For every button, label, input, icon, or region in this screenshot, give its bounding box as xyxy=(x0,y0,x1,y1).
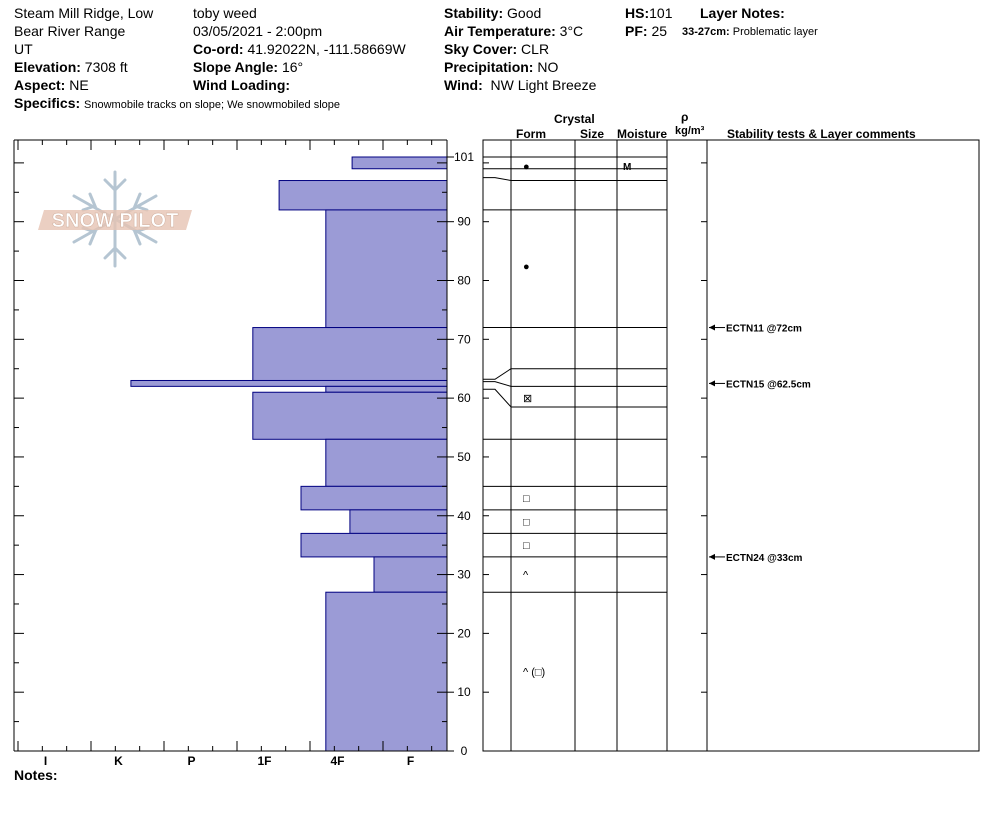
elevation: Elevation: 7308 ft xyxy=(14,59,128,75)
hardness-bar xyxy=(252,391,448,440)
hardness-profile xyxy=(130,156,448,752)
depth-label: 50 xyxy=(457,450,471,464)
observer: toby weed xyxy=(193,5,257,21)
hardness-bar xyxy=(278,180,448,211)
hardness-label: I xyxy=(44,754,47,768)
snow-height: HS:101 xyxy=(625,5,673,21)
crystal-form: □ xyxy=(523,517,530,529)
air-temperature: Air Temperature: 3°C xyxy=(444,23,584,39)
stability-test-label: ECTN11 @72cm xyxy=(726,324,802,335)
penetration-foot: PF: 25 xyxy=(625,23,668,39)
date-time: 03/05/2021 - 2:00pm xyxy=(193,23,323,39)
snowpilot-logo: SNOW PILOT xyxy=(38,170,192,268)
hardness-bar xyxy=(325,438,448,487)
hardness-bar xyxy=(325,209,448,329)
layer-table: ● ● ⊠ □ □ □ ^ ^ (□) M ECTN11 @72cm ECTN15 @62.5cm E… xyxy=(482,139,980,752)
hardness-bar xyxy=(373,556,448,593)
hardness-label: F xyxy=(407,754,414,768)
layer-connector xyxy=(483,177,512,182)
stability-test-label: ECTN24 @33cm xyxy=(726,553,803,564)
hardness-bar xyxy=(325,385,448,393)
col-form: Form xyxy=(516,127,546,141)
crystal-form: □ xyxy=(523,493,530,505)
crystal-form: □ xyxy=(523,540,530,552)
layer-notes-title: Layer Notes: xyxy=(700,5,785,21)
slope-angle: Slope Angle: 16° xyxy=(193,59,304,75)
layer-connector xyxy=(483,381,512,387)
hardness-label: 4F xyxy=(330,754,344,768)
sky-cover: Sky Cover: CLR xyxy=(444,41,550,57)
depth-label: 90 xyxy=(457,215,471,229)
hardness-bar xyxy=(300,532,448,558)
precipitation: Precipitation: NO xyxy=(444,59,559,75)
hardness-bar xyxy=(252,327,448,381)
hardness-label: K xyxy=(114,754,123,768)
hardness-axes: I K P 1F 4F F 0 10 20 30 40 50 60 70 80 90 101 xyxy=(13,139,474,768)
col-size: Size xyxy=(580,127,605,141)
col-density: kg/m³ xyxy=(675,125,705,137)
coordinates: Co-ord: 41.92022N, -111.58669W xyxy=(193,41,406,57)
stability-arrowhead xyxy=(709,324,715,331)
depth-label: 80 xyxy=(457,274,471,288)
hardness-label: P xyxy=(187,754,195,768)
stability-arrowhead xyxy=(709,553,715,560)
depth-label: 101 xyxy=(454,150,474,164)
aspect: Aspect: NE xyxy=(14,77,89,93)
stability-arrowhead xyxy=(709,380,715,387)
depth-label: 10 xyxy=(457,685,471,699)
crystal-form: ^ (□) xyxy=(523,667,545,679)
col-rho: ρ xyxy=(681,110,689,124)
col-crystal: Crystal xyxy=(554,112,595,126)
col-stability: Stability tests & Layer comments xyxy=(727,127,916,141)
col-moisture: Moisture xyxy=(617,127,668,141)
specifics: Specifics: Snowmobile tracks on slope; W… xyxy=(14,95,341,111)
depth-label: 70 xyxy=(457,332,471,346)
location: Steam Mill Ridge, Low xyxy=(14,5,154,21)
crystal-form: ● xyxy=(523,261,530,273)
state: UT xyxy=(14,41,33,57)
hardness-bar xyxy=(349,509,448,534)
wind-loading: Wind Loading: xyxy=(193,77,291,93)
crystal-form: ^ xyxy=(523,570,529,582)
mountain-range: Bear River Range xyxy=(14,23,126,39)
layer-connector xyxy=(483,388,512,408)
hardness-label: 1F xyxy=(257,754,271,768)
moisture-value: M xyxy=(623,162,631,173)
hardness-bar xyxy=(325,591,448,752)
layer-connector xyxy=(483,368,512,380)
hardness-bar xyxy=(300,485,448,511)
logo-text: SNOW PILOT xyxy=(52,210,179,232)
hardness-bar xyxy=(130,379,448,387)
depth-label: 0 xyxy=(461,744,468,758)
wind: Wind: NW Light Breeze xyxy=(444,77,597,93)
notes-label: Notes: xyxy=(14,767,58,783)
depth-label: 30 xyxy=(457,568,471,582)
depth-label: 40 xyxy=(457,509,471,523)
crystal-form: ⊠ xyxy=(523,393,532,405)
stability: Stability: Good xyxy=(444,5,542,21)
table-frame xyxy=(482,139,980,752)
depth-label: 20 xyxy=(457,626,471,640)
hardness-bar xyxy=(351,156,448,170)
crystal-form: ● xyxy=(523,161,530,173)
depth-label: 60 xyxy=(457,391,471,405)
stability-test-label: ECTN15 @62.5cm xyxy=(726,379,811,390)
layer-note: 33-27cm: Problematic layer xyxy=(682,26,818,38)
